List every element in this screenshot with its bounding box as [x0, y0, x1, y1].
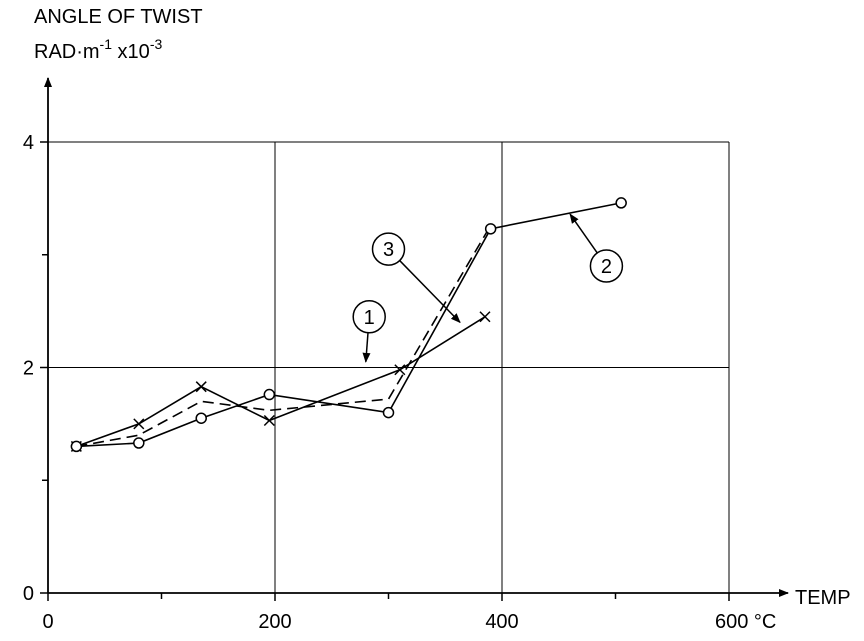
grid [48, 141, 730, 593]
x-mark-stroke [394, 364, 406, 376]
x-mark-stroke [263, 414, 275, 427]
series-line-1 [76, 316, 486, 448]
callout-arrow-1 [362, 332, 371, 363]
callout-arrow-2 [569, 213, 598, 254]
y-unit-mult: x10 [112, 41, 150, 63]
callout-circle-3 [371, 232, 406, 266]
x-tick-label: 400 [485, 611, 518, 633]
series-markers [70, 197, 627, 453]
x-mark-stroke [195, 381, 207, 393]
y-unit-base: RAD·m [34, 41, 100, 63]
x-axis-title: TEMP [795, 587, 851, 609]
series-line-3 [76, 225, 492, 448]
point-series-2 [70, 440, 83, 453]
point-series-2 [195, 412, 207, 424]
y-unit-exp: -1 [100, 36, 113, 52]
point-series-1 [479, 311, 491, 323]
point-series-2 [382, 406, 395, 419]
axes [40, 77, 789, 601]
series-lines [76, 202, 622, 448]
point-series-2 [263, 388, 276, 401]
point-series-1 [394, 364, 406, 376]
point-series-1 [263, 414, 275, 427]
callout-label-2: 2 [601, 256, 612, 278]
point-series-2 [484, 223, 497, 235]
point-series-1 [195, 381, 207, 393]
tick-labels: 0 200 400 600 °C 0 2 4 [23, 132, 777, 633]
x-tick-label: 200 [258, 611, 291, 633]
x-mark-stroke [133, 418, 145, 430]
x-tick-label: 600 °C [715, 611, 776, 633]
y-axis-unit: RAD·m-1 x10-3 [34, 36, 162, 63]
callout-label-1: 1 [364, 307, 375, 329]
callout-circle-2 [589, 249, 624, 283]
point-series-2 [615, 197, 627, 209]
callout-arrow-3 [399, 260, 461, 324]
point-series-2 [133, 437, 145, 449]
y-axis-title: ANGLE OF TWIST [34, 6, 203, 28]
x-mark-stroke [479, 311, 491, 323]
callout-label-3: 3 [383, 239, 394, 261]
y-tick-label: 4 [23, 132, 34, 154]
y-tick-label: 0 [23, 583, 34, 605]
callouts: 1 2 3 [352, 213, 624, 363]
callout-circle-1 [352, 300, 386, 334]
series-line-2 [76, 202, 622, 448]
y-unit-mult-exp: -3 [150, 36, 163, 52]
y-tick-label: 2 [23, 358, 34, 380]
x-tick-label: 0 [42, 611, 53, 633]
point-series-1 [133, 418, 145, 430]
